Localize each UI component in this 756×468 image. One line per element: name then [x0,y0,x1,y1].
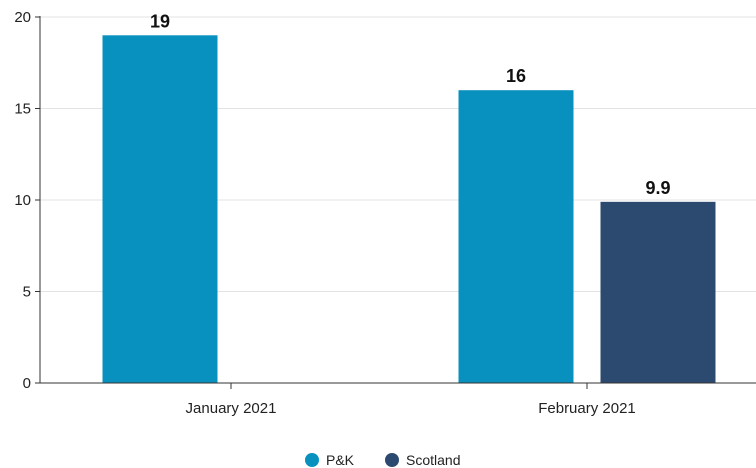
data-label: 9.9 [645,178,670,198]
y-tick-label: 15 [14,101,31,118]
x-tick-label: February 2021 [538,400,636,417]
y-tick-label: 10 [14,192,31,209]
bar-scotland-1 [600,201,716,383]
value-labels: 19 16 9.9 [150,11,671,198]
y-tick-label: 0 [23,375,31,392]
axes: 0 5 10 15 20 January 2021 February 2021 [14,9,756,417]
data-label: 16 [506,66,526,86]
bars [102,35,716,384]
legend-swatch [305,453,319,467]
legend-label: P&K [326,452,355,468]
bar-p-k-0 [102,35,218,384]
y-tick-label: 20 [14,9,31,26]
bar-p-k-1 [458,90,574,383]
legend-label: Scotland [406,452,460,468]
y-tick-label: 5 [23,284,31,301]
x-tick-label: January 2021 [186,400,277,417]
legend-swatch [385,453,399,467]
legend: P&K Scotland [305,452,460,468]
data-label: 19 [150,11,170,31]
